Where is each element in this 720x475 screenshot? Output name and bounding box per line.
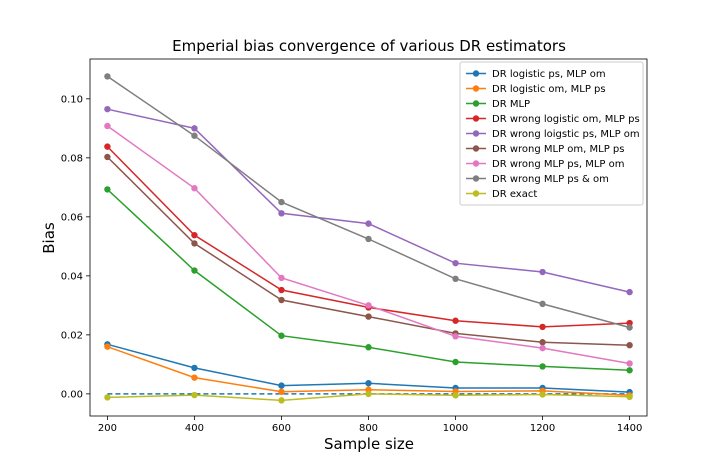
data-point bbox=[104, 394, 110, 400]
data-point bbox=[452, 276, 458, 282]
data-point bbox=[278, 382, 284, 388]
chart-title: Emperial bias convergence of various DR … bbox=[172, 37, 566, 55]
legend-swatch-marker bbox=[473, 130, 479, 136]
x-tick-label: 1000 bbox=[443, 423, 468, 434]
y-tick-label: 0.08 bbox=[61, 153, 83, 164]
x-axis-title: Sample size bbox=[324, 435, 414, 453]
y-tick-label: 0.10 bbox=[61, 94, 83, 105]
data-point bbox=[278, 389, 284, 395]
data-point bbox=[626, 360, 632, 366]
data-point bbox=[365, 313, 371, 319]
data-point bbox=[365, 391, 371, 397]
data-point bbox=[104, 343, 110, 349]
data-point bbox=[104, 123, 110, 129]
legend-swatch-marker bbox=[473, 100, 479, 106]
data-point bbox=[365, 220, 371, 226]
legend-entry: DR MLP bbox=[492, 99, 530, 110]
series-2 bbox=[104, 343, 633, 398]
x-tick-label: 200 bbox=[98, 423, 117, 434]
data-point bbox=[278, 287, 284, 293]
legend-entry: DR logistic ps, MLP om bbox=[492, 69, 606, 80]
data-point bbox=[104, 143, 110, 149]
data-point bbox=[191, 240, 197, 246]
data-point bbox=[191, 267, 197, 273]
data-point bbox=[191, 125, 197, 131]
data-point bbox=[626, 394, 632, 400]
x-tick-label: 1400 bbox=[617, 423, 642, 434]
data-point bbox=[191, 365, 197, 371]
y-tick-label: 0.00 bbox=[61, 389, 83, 400]
data-point bbox=[365, 380, 371, 386]
legend-swatch-marker bbox=[473, 145, 479, 151]
legend-swatch-marker bbox=[473, 85, 479, 91]
data-point bbox=[278, 210, 284, 216]
data-point bbox=[626, 289, 632, 295]
data-point bbox=[539, 363, 545, 369]
x-tick-label: 1200 bbox=[530, 423, 555, 434]
x-tick-label: 800 bbox=[359, 423, 378, 434]
data-point bbox=[365, 302, 371, 308]
data-point bbox=[452, 318, 458, 324]
legend-swatch-marker bbox=[473, 115, 479, 121]
legend-entry: DR wrong MLP ps & om bbox=[492, 174, 609, 185]
legend-entry: DR wrong MLP ps, MLP om bbox=[492, 159, 624, 170]
y-tick-label: 0.04 bbox=[61, 271, 83, 282]
data-point bbox=[539, 324, 545, 330]
data-point bbox=[539, 345, 545, 351]
legend-entry: DR wrong loigstic ps, MLP om bbox=[492, 129, 640, 140]
data-point bbox=[278, 199, 284, 205]
legend-entry: DR wrong MLP om, MLP ps bbox=[492, 144, 624, 155]
data-point bbox=[191, 392, 197, 398]
legend-entry: DR exact bbox=[492, 189, 537, 200]
data-point bbox=[191, 185, 197, 191]
x-tick-label: 600 bbox=[272, 423, 291, 434]
legend: DR logistic ps, MLP om DR logistic om, ML… bbox=[460, 62, 643, 205]
data-point bbox=[626, 367, 632, 373]
y-axis-title: Bias bbox=[40, 222, 58, 254]
data-point bbox=[539, 269, 545, 275]
data-point bbox=[539, 391, 545, 397]
data-point bbox=[452, 359, 458, 365]
data-point bbox=[452, 392, 458, 398]
data-point bbox=[626, 324, 632, 330]
data-point bbox=[365, 236, 371, 242]
x-tick-label: 400 bbox=[185, 423, 204, 434]
data-point bbox=[539, 339, 545, 345]
series-9 bbox=[104, 391, 633, 404]
data-point bbox=[278, 297, 284, 303]
data-point bbox=[278, 397, 284, 403]
data-point bbox=[278, 333, 284, 339]
legend-swatch-marker bbox=[473, 160, 479, 166]
data-point bbox=[452, 260, 458, 266]
data-point bbox=[539, 301, 545, 307]
data-point bbox=[104, 154, 110, 160]
legend-swatch-marker bbox=[473, 70, 479, 76]
data-point bbox=[452, 333, 458, 339]
legend-entry: DR logistic om, MLP ps bbox=[492, 84, 606, 95]
series-3 bbox=[104, 186, 633, 373]
data-point bbox=[104, 186, 110, 192]
data-point bbox=[191, 232, 197, 238]
data-point bbox=[104, 73, 110, 79]
data-point bbox=[104, 106, 110, 112]
data-point bbox=[191, 133, 197, 139]
legend-swatch-marker bbox=[473, 175, 479, 181]
y-tick-label: 0.06 bbox=[61, 212, 83, 223]
data-point bbox=[191, 374, 197, 380]
data-point bbox=[365, 344, 371, 350]
data-point bbox=[626, 342, 632, 348]
y-tick-label: 0.02 bbox=[61, 330, 83, 341]
legend-entry: DR wrong logistic om, MLP ps bbox=[492, 114, 640, 125]
legend-swatch-marker bbox=[473, 190, 479, 196]
data-point bbox=[278, 275, 284, 281]
